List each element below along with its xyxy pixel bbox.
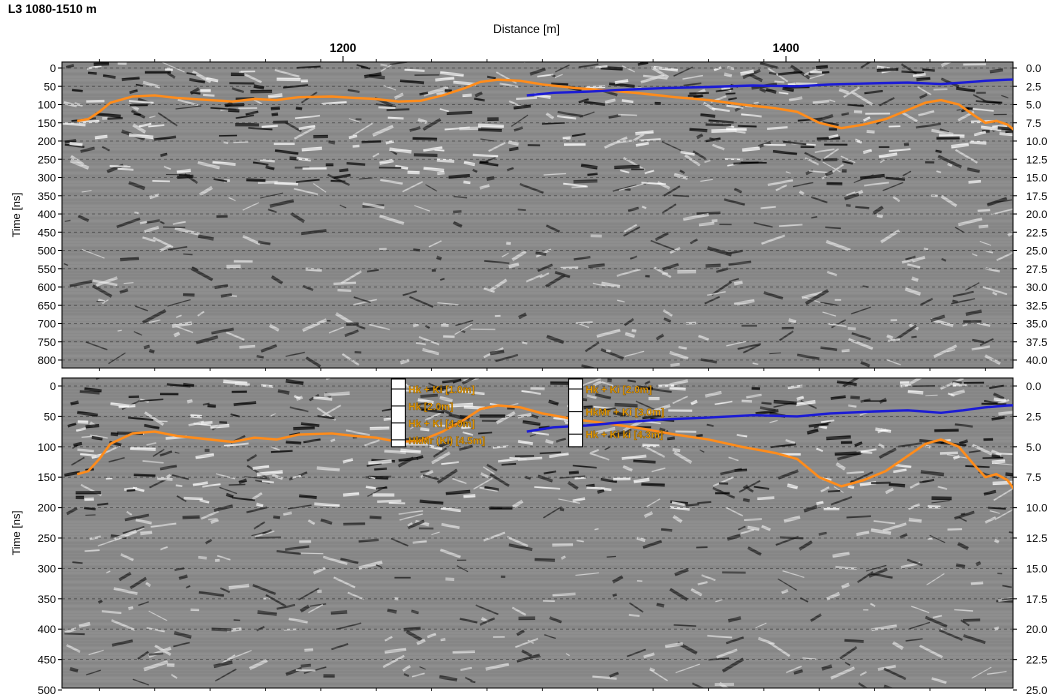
y2-tick-label: 7.5 [1026, 118, 1041, 130]
y-axis-label: Time [ns] [11, 511, 23, 556]
x-tick-label: 1400 [773, 41, 800, 55]
y-tick-label: 350 [38, 594, 56, 606]
y-tick-label: 750 [38, 337, 56, 349]
y-tick-label: 150 [38, 118, 56, 130]
y2-tick-label: 15.0 [1026, 563, 1047, 575]
y2-tick-label: 2.5 [1026, 81, 1041, 93]
y2-tick-label: 15.0 [1026, 173, 1047, 185]
panel-frame [61, 61, 1014, 369]
y2-tick-label: 30.0 [1026, 282, 1047, 294]
y-tick-label: 0 [50, 63, 56, 75]
y-tick-label: 400 [38, 624, 56, 636]
borehole-label: Hk [2.0m] [408, 402, 453, 413]
series-line-1 [526, 404, 1013, 433]
y2-tick-label: 25.0 [1026, 246, 1047, 258]
y2-tick-label: 27.5 [1026, 264, 1047, 276]
y-tick-label: 650 [38, 300, 56, 312]
y-tick-label: 500 [38, 685, 56, 694]
y-tick-label: 100 [38, 100, 56, 112]
figure-title: L3 1080-1510 m [8, 2, 97, 16]
y-tick-label: 600 [38, 282, 56, 294]
borehole-label: Hk + Ki ki [4.3m] [586, 430, 664, 441]
y2-tick-label: 22.5 [1026, 655, 1047, 667]
grid-lines [62, 385, 1013, 660]
borehole-label: Hk + Ki [2.0m] [586, 385, 652, 396]
y-tick-label: 550 [38, 264, 56, 276]
y2-tick-label: 20.0 [1026, 624, 1047, 636]
series-line-0 [77, 78, 1013, 131]
radar-texture [62, 62, 1013, 368]
borehole-1: Hk + Ki [2.0m] HkMr + Ki [3.0m] Hk + Ki ki… [568, 378, 665, 448]
y-tick-label: 250 [38, 154, 56, 166]
y-tick-label: 100 [38, 442, 56, 454]
y-tick-label: 400 [38, 209, 56, 221]
y-tick-label: 50 [44, 411, 56, 423]
y2-tick-label: 40.0 [1026, 355, 1047, 367]
y2-tick-label: 10.0 [1026, 136, 1047, 148]
borehole-label: HkMr (Ki) [4.5m] [408, 436, 485, 447]
y-tick-label: 50 [44, 81, 56, 93]
y2-tick-label: 2.5 [1026, 411, 1041, 423]
borehole-column [390, 378, 406, 448]
y2-tick-label: 20.0 [1026, 209, 1047, 221]
y-tick-label: 500 [38, 246, 56, 258]
borehole-label: Hk + Ki [1.0m] [408, 385, 474, 396]
borehole-0: Hk + Ki [1.0m] Hk [2.0m] Hk + Ki [4.0m] HkM… [390, 378, 485, 448]
y2-tick-label: 0.0 [1026, 63, 1041, 75]
y-tick-label: 300 [38, 173, 56, 185]
grid-lines [62, 67, 1013, 361]
y2-tick-label: 12.5 [1026, 154, 1047, 166]
y2-tick-label: 22.5 [1026, 227, 1047, 239]
y2-tick-label: 35.0 [1026, 319, 1047, 331]
borehole-column [568, 378, 584, 448]
y2-tick-label: 25.0 [1026, 685, 1047, 694]
y-tick-label: 700 [38, 319, 56, 331]
y2-tick-label: 12.5 [1026, 533, 1047, 545]
y-axis-label: Time [ns] [11, 193, 23, 238]
borehole-label: Hk + Ki [4.0m] [408, 419, 474, 430]
y-tick-label: 150 [38, 472, 56, 484]
y2-tick-label: 5.0 [1026, 442, 1041, 454]
y-tick-label: 350 [38, 191, 56, 203]
y-tick-label: 450 [38, 655, 56, 667]
y2-tick-label: 0.0 [1026, 381, 1041, 393]
y2-tick-label: 5.0 [1026, 100, 1041, 112]
series-line-0 [76, 404, 1013, 490]
y-tick-label: 300 [38, 563, 56, 575]
y2-tick-label: 17.5 [1026, 191, 1047, 203]
y-tick-label: 200 [38, 503, 56, 515]
x-tick-label: 1200 [330, 41, 357, 55]
y-tick-label: 450 [38, 227, 56, 239]
borehole-label: HkMr + Ki [3.0m] [586, 408, 665, 419]
y2-tick-label: 7.5 [1026, 472, 1041, 484]
y-tick-label: 800 [38, 355, 56, 367]
y-tick-label: 250 [38, 533, 56, 545]
x-axis-label: Distance [m] [493, 22, 560, 36]
panel-frame [61, 377, 1014, 689]
y2-tick-label: 32.5 [1026, 300, 1047, 312]
y-tick-label: 0 [50, 381, 56, 393]
y2-tick-label: 37.5 [1026, 337, 1047, 349]
y-tick-label: 200 [38, 136, 56, 148]
y2-tick-label: 10.0 [1026, 503, 1047, 515]
y2-tick-label: 17.5 [1026, 594, 1047, 606]
series-line-1 [526, 78, 1013, 97]
